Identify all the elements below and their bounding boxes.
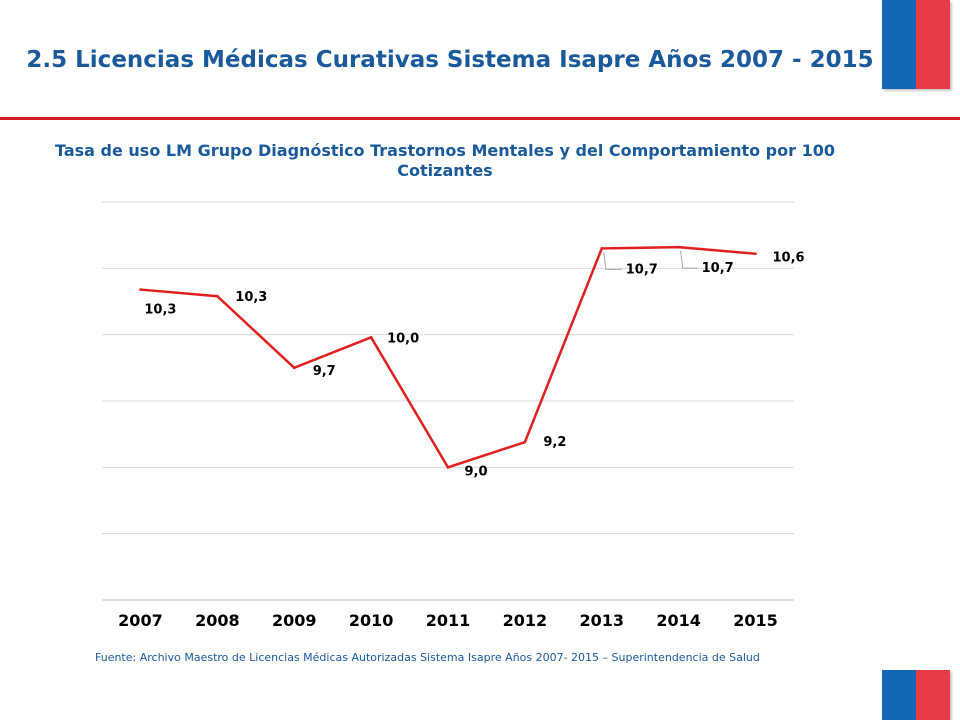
data-label: 10,6	[773, 251, 805, 266]
data-point	[523, 440, 527, 444]
data-point	[754, 252, 757, 256]
flag-blue-band	[882, 670, 916, 720]
x-tick-label: 2011	[426, 611, 471, 630]
chile-flag-logo-bottom	[882, 670, 950, 720]
data-label-leader	[680, 251, 698, 269]
data-label: 9,2	[543, 435, 566, 450]
chile-flag-logo-top	[882, 0, 950, 89]
data-point	[600, 247, 604, 250]
data-point	[677, 245, 680, 249]
flag-red-band	[916, 0, 950, 89]
x-tick-label: 2008	[195, 611, 240, 630]
data-label: 9,7	[313, 364, 336, 379]
chart-gridlines	[102, 201, 794, 601]
x-tick-label: 2015	[733, 611, 778, 630]
data-label: 10,7	[702, 261, 734, 276]
data-point	[446, 466, 450, 469]
data-point	[292, 366, 296, 370]
data-label: 9,0	[464, 464, 487, 479]
chart-data-labels: 10,3 10,3 9,7 10,0 9,0 9,2 10,7 10,7 10,6	[144, 251, 804, 480]
x-tick-label: 2012	[503, 611, 548, 630]
data-label: 10,3	[235, 290, 267, 305]
chart-axis: 2007 2008 2009 2010 2011 2012 2013 2014 2015	[118, 611, 778, 630]
series-line	[140, 245, 756, 469]
data-point	[139, 288, 142, 291]
flag-blue-band	[882, 0, 916, 89]
data-label: 10,3	[144, 303, 176, 318]
x-tick-label: 2013	[580, 611, 625, 630]
x-tick-label: 2009	[272, 611, 317, 630]
data-label-leader	[603, 252, 622, 270]
title-divider	[0, 117, 960, 120]
data-point	[369, 336, 373, 339]
chart-series	[139, 245, 757, 469]
chart-title: Tasa de uso LM Grupo Diagnóstico Trastor…	[55, 141, 835, 180]
data-label: 10,7	[626, 262, 658, 277]
x-tick-label: 2007	[118, 611, 163, 630]
flag-red-band	[916, 670, 950, 720]
page-title: 2.5 Licencias Médicas Curativas Sistema …	[26, 47, 874, 73]
data-point	[216, 294, 219, 298]
x-tick-label: 2014	[656, 611, 701, 630]
data-label: 10,0	[387, 331, 419, 346]
x-tick-label: 2010	[349, 611, 394, 630]
source-note: Fuente: Archivo Maestro de Licencias Méd…	[95, 651, 760, 664]
